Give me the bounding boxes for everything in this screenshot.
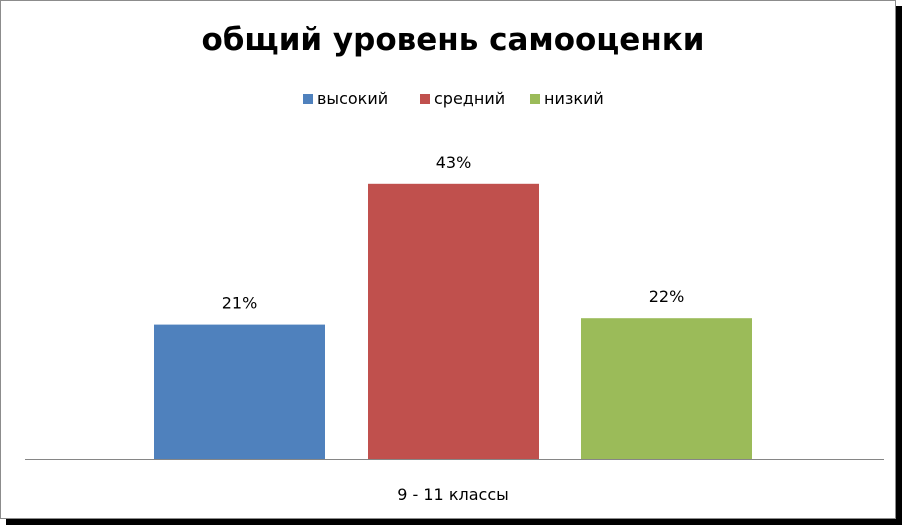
data-label-medium: 43% xyxy=(436,153,472,172)
legend-swatch-low xyxy=(530,94,540,104)
x-category-label: 9 - 11 классы xyxy=(397,485,509,504)
legend-swatch-medium xyxy=(420,94,430,104)
legend-label-low: низкий xyxy=(544,89,604,108)
legend-label-high: высокий xyxy=(317,89,389,108)
data-label-high: 21% xyxy=(222,294,258,313)
bar-low xyxy=(581,318,752,459)
bar-medium xyxy=(368,183,539,460)
bar-high xyxy=(154,324,325,459)
chart-title: общий уровень самооценки xyxy=(201,22,705,58)
legend: высокий средний низкий xyxy=(0,89,906,109)
legend-label-medium: средний xyxy=(434,89,506,108)
data-label-low: 22% xyxy=(649,287,685,306)
legend-swatch-high xyxy=(303,94,313,104)
